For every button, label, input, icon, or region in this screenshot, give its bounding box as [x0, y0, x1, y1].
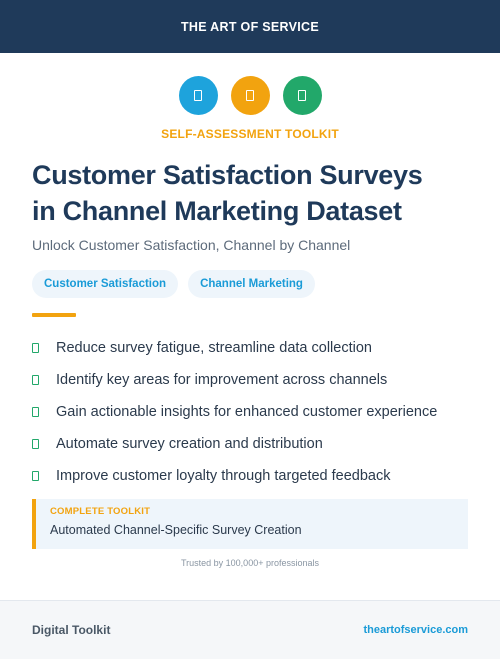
feature-text: Identify key areas for improvement acros… — [56, 372, 388, 388]
document-icon — [194, 90, 202, 101]
feature-text: Automate survey creation and distributio… — [56, 436, 323, 452]
eyebrow-label: SELF-ASSESSMENT TOOLKIT — [161, 127, 339, 141]
tag-list: Customer Satisfaction Channel Marketing — [32, 270, 315, 298]
list-item: Improve customer loyalty through targete… — [32, 460, 482, 492]
checkbox-icon — [32, 407, 39, 417]
tag-channel-marketing: Channel Marketing — [188, 270, 315, 298]
icon-row — [0, 76, 500, 115]
list-item: Identify key areas for improvement acros… — [32, 364, 482, 396]
brand-title: THE ART OF SERVICE — [180, 19, 320, 34]
document-icon — [298, 90, 306, 101]
blue-badge-icon — [178, 76, 218, 115]
list-item: Reduce survey fatigue, streamline data c… — [32, 332, 482, 364]
checkbox-icon — [32, 439, 39, 449]
trusted-note: Trusted by 100,000+ professionals — [180, 558, 319, 568]
page-subtitle: Unlock Customer Satisfaction, Channel by… — [32, 237, 351, 253]
document-icon — [246, 90, 254, 101]
checkbox-icon — [32, 343, 39, 353]
title-line-2: in Channel Marketing Dataset — [32, 196, 402, 226]
feature-text: Gain actionable insights for enhanced cu… — [56, 404, 438, 420]
callout-label: COMPLETE TOOLKIT — [50, 506, 151, 517]
checkbox-icon — [32, 471, 39, 481]
toolkit-callout: COMPLETE TOOLKIT Automated Channel-Speci… — [32, 499, 468, 549]
footer: Digital Toolkit theartofservice.com — [0, 600, 500, 659]
feature-text: Improve customer loyalty through targete… — [56, 468, 391, 484]
feature-text: Reduce survey fatigue, streamline data c… — [56, 340, 372, 356]
list-item: Gain actionable insights for enhanced cu… — [32, 396, 482, 428]
page-title: Customer Satisfaction Surveys in Channel… — [32, 157, 472, 229]
top-banner: THE ART OF SERVICE — [0, 0, 500, 53]
checkbox-icon — [32, 375, 39, 385]
website-link[interactable]: theartofservice.com — [363, 624, 468, 636]
title-line-1: Customer Satisfaction Surveys — [32, 160, 423, 190]
tag-customer-satisfaction: Customer Satisfaction — [32, 270, 179, 298]
green-badge-icon — [282, 76, 322, 115]
list-item: Automate survey creation and distributio… — [32, 428, 482, 460]
orange-badge-icon — [230, 76, 270, 115]
feature-list: Reduce survey fatigue, streamline data c… — [32, 332, 482, 492]
accent-divider — [32, 313, 76, 317]
footer-label: Digital Toolkit — [32, 623, 111, 637]
callout-text: Automated Channel-Specific Survey Creati… — [50, 523, 302, 537]
